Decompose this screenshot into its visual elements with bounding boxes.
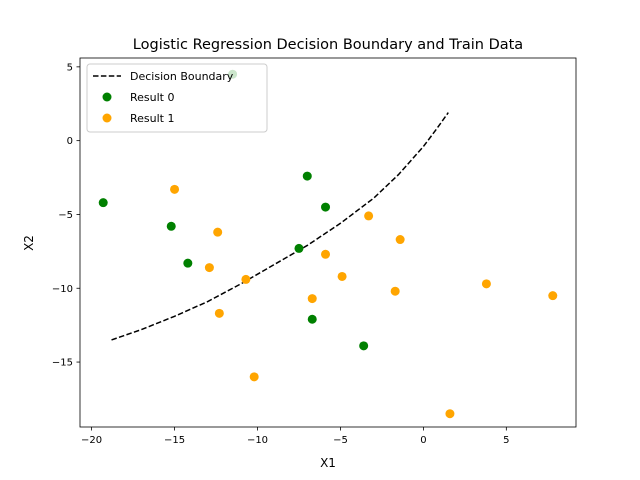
scatter-point-series-2 (481, 279, 491, 289)
scatter-point-series-2 (548, 291, 558, 301)
scatter-point-series-2 (321, 249, 331, 259)
plot-frame (79, 57, 577, 428)
scatter-point-series-2 (214, 308, 224, 318)
scatter-point-series-2 (241, 274, 251, 284)
legend-box (86, 63, 268, 133)
y-tick-label: 5 (67, 62, 73, 73)
scatter-point-series-1 (359, 341, 369, 351)
legend: Decision Boundary Result 0 Result 1 (86, 63, 268, 133)
chart-title: Logistic Regression Decision Boundary an… (133, 37, 523, 53)
scatter-point-series-1 (98, 198, 108, 208)
y-tick-label: −5 (58, 210, 73, 221)
scatter-point-series-2 (249, 372, 259, 382)
scatter-point-series-2 (395, 235, 405, 245)
legend-point-marker (102, 92, 112, 102)
scatter-point-series-2 (390, 286, 400, 296)
x-tick-label: −20 (81, 435, 102, 446)
scatter-point-series-1 (302, 171, 312, 181)
scatter-point-series-2 (307, 294, 317, 304)
scatter-point-series-2 (204, 263, 214, 273)
x-tick-label: −15 (164, 435, 185, 446)
legend-point-marker (102, 113, 112, 123)
y-tick-label: 0 (67, 136, 73, 147)
legend-label: Decision Boundary (130, 70, 234, 83)
x-tick-label: −5 (333, 435, 348, 446)
y-tick-label: −15 (52, 358, 73, 369)
legend-label: Result 1 (130, 112, 174, 125)
scatter-point-series-2 (364, 211, 374, 221)
y-tick-label: −10 (52, 284, 73, 295)
legend-label: Result 0 (130, 91, 174, 104)
y-axis-label: X2 (22, 235, 36, 251)
x-tick-label: 0 (420, 435, 426, 446)
scatter-point-series-1 (166, 221, 176, 231)
x-tick-label: 5 (503, 435, 509, 446)
scatter-point-series-1 (294, 243, 304, 253)
plot-area: −20 −15 −10 −5 0 5 5 0 −5 −10 −15 (52, 57, 577, 446)
scatter-point-series-1 (321, 202, 331, 212)
scatter-point-series-1 (307, 314, 317, 324)
scatter-point-series-2 (170, 184, 180, 194)
scatter-point-series-2 (213, 227, 223, 237)
x-tick-label: −10 (247, 435, 268, 446)
decision-boundary-line (111, 112, 449, 341)
scatter-point-series-2 (337, 271, 347, 281)
scatter-point-series-1 (183, 258, 193, 268)
x-axis-label: X1 (320, 456, 336, 470)
scatter-point-series-2 (445, 409, 455, 419)
